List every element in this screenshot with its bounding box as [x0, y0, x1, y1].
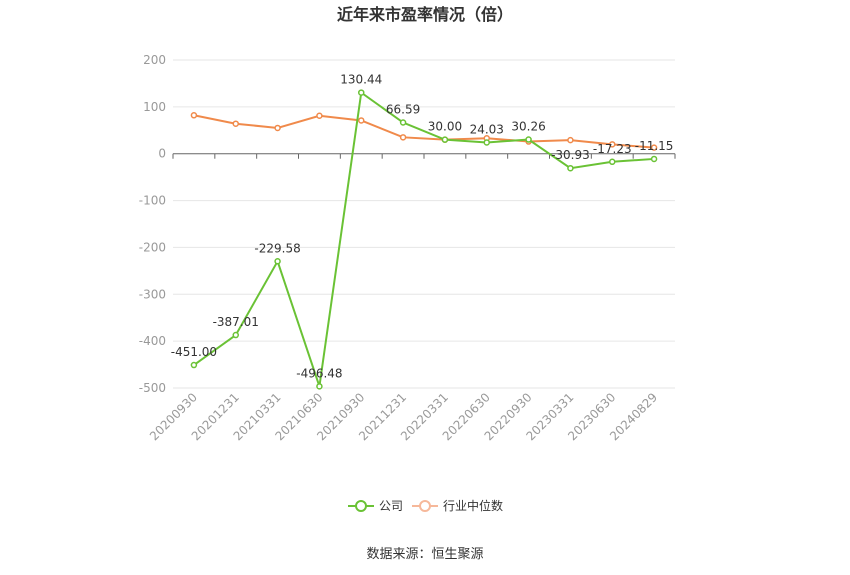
data-label: -11.15	[635, 139, 674, 153]
series-point	[567, 164, 574, 172]
series-point	[358, 117, 365, 124]
data-label: -387.01	[213, 315, 259, 329]
data-label: -451.00	[171, 345, 217, 359]
series-point	[274, 124, 281, 132]
series-point	[525, 136, 532, 143]
data-label: 24.03	[470, 122, 504, 136]
series-point	[399, 119, 407, 126]
chart-title: 近年来市盈率情况（倍）	[337, 5, 513, 24]
series-point	[441, 136, 449, 143]
series-point	[316, 112, 323, 120]
y-tick-label: 100	[143, 100, 166, 114]
data-label: -496.48	[296, 366, 342, 380]
series-point	[650, 155, 658, 163]
y-tick-label: 0	[158, 147, 166, 161]
source-note: 数据来源：恒生聚源	[366, 547, 483, 562]
grid-lines	[173, 59, 675, 389]
series-point	[483, 139, 490, 146]
y-axis: 200 100 0 -100 -200 -300 -400 -500	[139, 53, 166, 395]
series-point	[567, 136, 574, 144]
data-label: 30.26	[511, 120, 545, 134]
data-label: 30.00	[428, 120, 462, 134]
y-tick-label: -100	[139, 194, 166, 208]
legend-marker	[419, 500, 431, 512]
series-point	[316, 383, 323, 390]
x-axis: 2020093020201231202103312021063020210930…	[147, 153, 676, 443]
y-tick-label: -400	[139, 334, 166, 348]
y-tick-label: -500	[139, 381, 166, 395]
series-point	[399, 134, 407, 141]
series-point	[190, 112, 198, 119]
series-point	[232, 331, 239, 339]
series-point	[232, 120, 239, 127]
data-labels: -451.00 -387.01 -229.58 -496.48 130.44 66.59 3…	[171, 73, 674, 381]
y-tick-label: -200	[139, 240, 166, 254]
series-line	[193, 114, 655, 149]
data-label: -30.93	[551, 148, 590, 162]
data-label: -17.23	[593, 142, 632, 156]
series-point	[650, 144, 658, 151]
y-tick-label: 200	[143, 53, 166, 67]
data-label: -229.58	[254, 241, 300, 255]
series-group	[190, 89, 658, 390]
series-point	[358, 89, 365, 96]
series-point	[190, 361, 198, 369]
series-line	[193, 90, 655, 387]
legend-label: 公司	[379, 499, 403, 513]
series-point	[274, 258, 281, 265]
series-point	[609, 141, 616, 148]
data-label: 66.59	[386, 103, 420, 117]
y-tick-label: -300	[139, 287, 166, 301]
data-label: 130.44	[340, 73, 382, 87]
legend-label: 行业中位数	[443, 498, 503, 513]
legend-marker	[355, 500, 367, 512]
series-point	[609, 158, 616, 166]
legend[interactable]: 公司 行业中位数	[348, 498, 503, 513]
